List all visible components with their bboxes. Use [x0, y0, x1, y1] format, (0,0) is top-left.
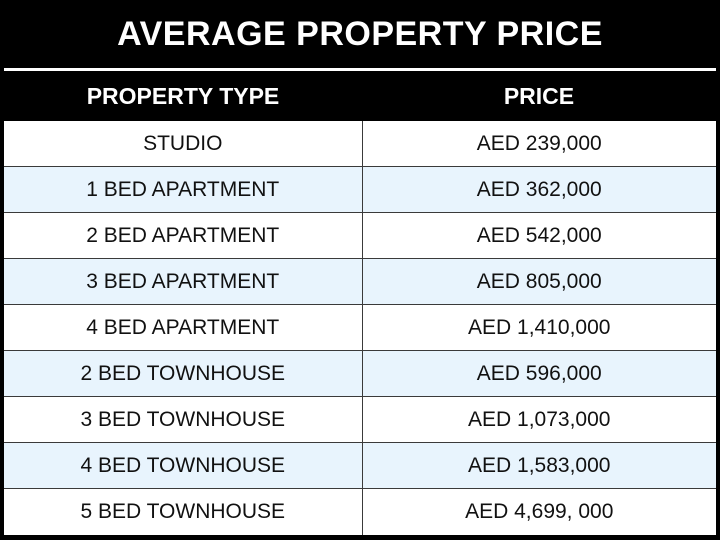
- table-row: 4 BED TOWNHOUSE AED 1,583,000: [4, 443, 716, 489]
- property-type-cell: 4 BED APARTMENT: [4, 305, 363, 350]
- property-type-cell: 2 BED TOWNHOUSE: [4, 351, 363, 396]
- property-type-cell: 3 BED APARTMENT: [4, 259, 363, 304]
- table-row: 2 BED APARTMENT AED 542,000: [4, 213, 716, 259]
- table-row: STUDIO AED 239,000: [4, 121, 716, 167]
- table-row: 3 BED TOWNHOUSE AED 1,073,000: [4, 397, 716, 443]
- property-type-cell: 5 BED TOWNHOUSE: [4, 489, 363, 535]
- price-cell: AED 596,000: [476, 361, 602, 385]
- table-title: AVERAGE PROPERTY PRICE: [117, 14, 603, 53]
- title-divider: [4, 68, 716, 71]
- column-header-property-type: PROPERTY TYPE: [86, 82, 280, 109]
- column-header-price: PRICE: [503, 82, 575, 109]
- price-cell: AED 1,410,000: [468, 315, 611, 339]
- table-row: 4 BED APARTMENT AED 1,410,000: [4, 305, 716, 351]
- price-cell: AED 805,000: [476, 269, 602, 293]
- table-row: 3 BED APARTMENT AED 805,000: [4, 259, 716, 305]
- property-type-cell: 3 BED TOWNHOUSE: [4, 397, 363, 442]
- price-cell: AED 362,000: [476, 177, 602, 201]
- table-body: STUDIO AED 239,000 1 BED APARTMENT AED 362,…: [4, 121, 716, 535]
- price-cell: AED 4,699, 000: [465, 500, 614, 523]
- price-cell: AED 1,583,000: [468, 453, 611, 477]
- property-type-cell: 1 BED APARTMENT: [4, 167, 363, 212]
- price-cell: AED 542,000: [476, 223, 602, 247]
- property-type-cell: STUDIO: [4, 121, 363, 166]
- property-type-cell: 4 BED TOWNHOUSE: [4, 443, 363, 488]
- table-row: 1 BED APARTMENT AED 362,000: [4, 167, 716, 213]
- price-cell: AED 1,073,000: [468, 407, 611, 431]
- table-header-row: PROPERTY TYPE PRICE: [4, 71, 716, 121]
- price-cell: AED 239,000: [476, 131, 602, 155]
- property-type-cell: 2 BED APARTMENT: [4, 213, 363, 258]
- table-row: 5 BED TOWNHOUSE AED 4,699, 000: [4, 489, 716, 535]
- table-row: 2 BED TOWNHOUSE AED 596,000: [4, 351, 716, 397]
